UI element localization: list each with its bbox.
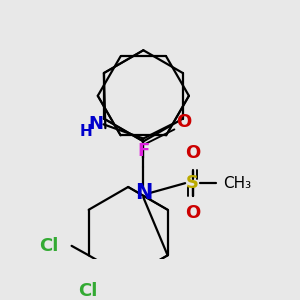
Text: N: N: [135, 183, 152, 203]
Text: CH₃: CH₃: [223, 176, 251, 191]
Text: O: O: [185, 204, 200, 222]
Text: N: N: [88, 115, 104, 133]
Text: Cl: Cl: [78, 282, 98, 300]
Text: Cl: Cl: [39, 237, 58, 255]
Text: F: F: [137, 142, 149, 160]
Text: O: O: [185, 144, 200, 162]
Text: S: S: [186, 174, 199, 192]
Text: O: O: [176, 113, 191, 131]
Text: H: H: [80, 124, 93, 140]
